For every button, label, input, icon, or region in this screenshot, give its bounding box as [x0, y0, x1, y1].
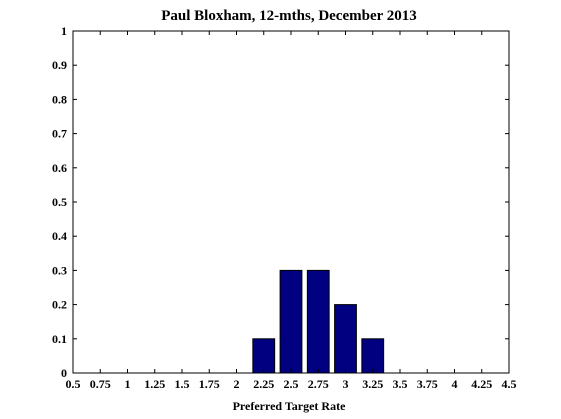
y-tick-label: 0 — [61, 366, 67, 380]
x-tick-label: 0.5 — [66, 377, 81, 391]
x-axis-label: Preferred Target Rate — [233, 399, 347, 413]
y-tick-label: 0.2 — [52, 298, 67, 312]
y-tick-label: 0.7 — [52, 127, 67, 141]
x-tick-label: 4.5 — [502, 377, 517, 391]
x-tick-label: 4 — [452, 377, 458, 391]
y-tick-label: 0.1 — [52, 332, 67, 346]
bar — [252, 338, 276, 374]
x-tick-label: 2.25 — [253, 377, 274, 391]
x-tick-label: 1.75 — [199, 377, 220, 391]
y-tick-label: 0.5 — [52, 195, 67, 209]
x-tick-label: 3.5 — [393, 377, 408, 391]
bar — [306, 269, 330, 374]
bar — [361, 338, 385, 374]
x-tick-label: 1 — [125, 377, 131, 391]
x-tick-label: 4.25 — [471, 377, 492, 391]
x-tick-label: 2.5 — [284, 377, 299, 391]
y-tick-label: 0.9 — [52, 58, 67, 72]
plot-frame — [72, 30, 510, 374]
y-tick-label: 0.4 — [52, 229, 67, 243]
x-tick-label: 2.75 — [308, 377, 329, 391]
chart-title: Paul Bloxham, 12-mths, December 2013 — [161, 8, 417, 24]
bar — [334, 304, 357, 374]
x-tick-label: 3 — [343, 377, 349, 391]
x-tick-label: 3.75 — [417, 377, 438, 391]
y-tick-label: 0.6 — [52, 161, 67, 175]
x-tick-label: 2 — [234, 377, 240, 391]
y-tick-label: 0.3 — [52, 263, 67, 277]
bar — [279, 269, 303, 374]
y-tick-label: 0.8 — [52, 92, 67, 106]
x-tick-label: 1.25 — [144, 377, 165, 391]
x-tick-label: 3.25 — [362, 377, 383, 391]
x-tick-label: 1.5 — [175, 377, 190, 391]
y-tick-label: 1 — [61, 24, 67, 38]
x-tick-label: 0.75 — [90, 377, 111, 391]
